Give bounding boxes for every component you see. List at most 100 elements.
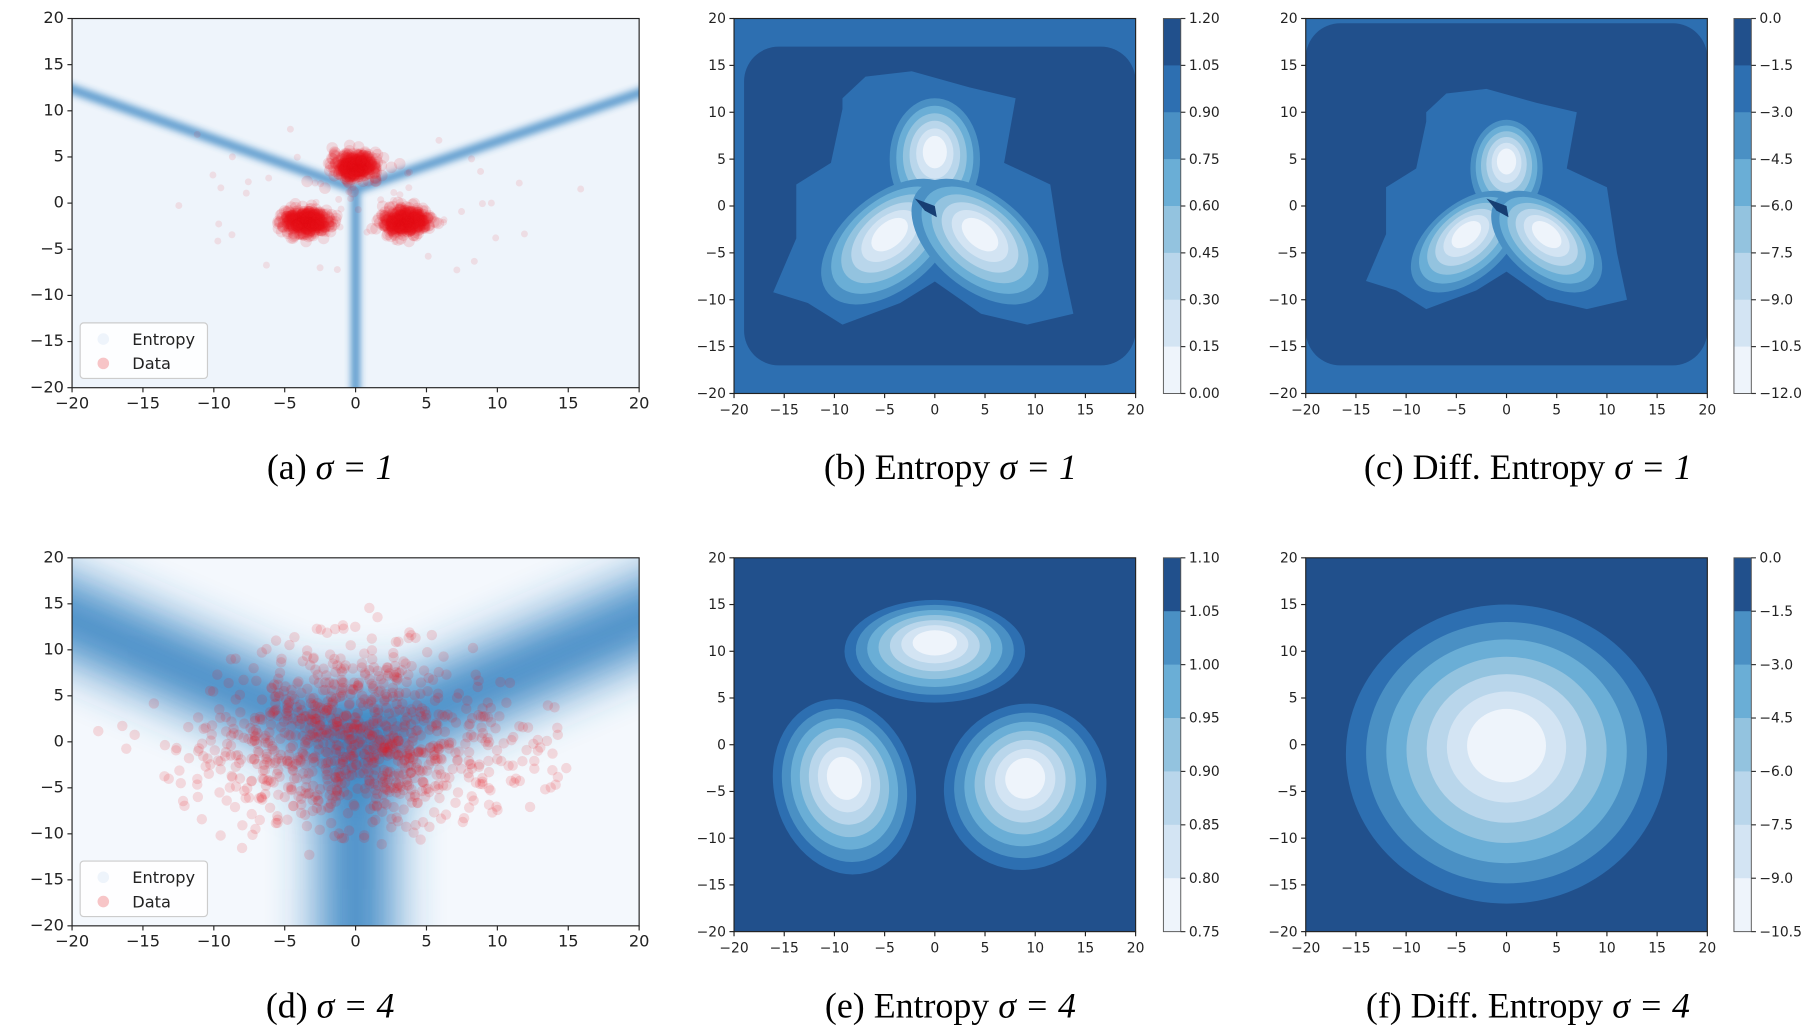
data-point (249, 712, 261, 724)
data-point (349, 156, 362, 169)
data-point (291, 214, 303, 227)
data-point (462, 732, 473, 743)
data-point (353, 165, 366, 177)
data-point (339, 163, 351, 176)
data-point (307, 225, 320, 238)
data-point (399, 204, 412, 216)
data-point (386, 225, 398, 237)
data-point (409, 219, 422, 232)
data-point (408, 217, 420, 230)
data-point (345, 150, 358, 163)
data-point (296, 220, 308, 233)
x-tick-label: −20 (719, 940, 748, 956)
data-point (392, 215, 404, 228)
data-point (396, 219, 409, 232)
data-point (352, 159, 365, 172)
contour-ridge-spot (1486, 198, 1509, 218)
data-point (307, 766, 318, 777)
data-point (296, 217, 308, 230)
data-point (382, 222, 395, 234)
data-point (361, 150, 373, 163)
data-point (418, 222, 431, 234)
data-point (387, 223, 400, 235)
data-point (289, 773, 300, 785)
data-point (400, 212, 413, 225)
data-point (281, 708, 292, 719)
data-point (343, 159, 356, 172)
data-point (402, 212, 414, 225)
data-point (290, 219, 303, 232)
data-point (305, 199, 318, 212)
data-point (334, 164, 347, 177)
data-point (175, 778, 186, 789)
data-point (293, 228, 306, 241)
data-point (295, 699, 306, 710)
data-point (433, 666, 444, 678)
data-point (340, 154, 353, 166)
data-point (357, 158, 370, 170)
data-point (369, 175, 382, 187)
colorbar-tick-label: 0.0 (1759, 11, 1781, 27)
data-point (463, 720, 474, 731)
data-point (355, 723, 366, 734)
data-point (376, 169, 388, 182)
data-point (524, 801, 536, 813)
data-point (365, 155, 378, 168)
data-point (401, 209, 413, 222)
data-point (399, 715, 411, 726)
data-point (340, 162, 353, 175)
data-point (93, 725, 104, 737)
data-point (422, 211, 435, 223)
caption-e: (e) Entropy σ = 4 (825, 985, 1076, 1025)
data-point (352, 707, 363, 719)
data-point (314, 222, 327, 234)
data-point (396, 209, 409, 222)
data-point (295, 214, 308, 226)
data-point (302, 220, 315, 232)
data-point (415, 208, 428, 220)
contour-minimum-center (1467, 708, 1547, 783)
y-tick-label: −5 (705, 784, 725, 800)
y-tick-label: −20 (1268, 924, 1297, 940)
data-point (287, 208, 300, 220)
data-point (398, 212, 411, 225)
data-point (409, 211, 422, 224)
data-point (394, 212, 407, 225)
data-point (412, 224, 424, 237)
data-point (382, 212, 395, 225)
data-point (301, 216, 313, 229)
data-point (314, 217, 326, 230)
data-point (390, 212, 402, 225)
data-point (312, 207, 324, 220)
data-point (428, 807, 440, 818)
data-point (355, 155, 368, 168)
data-point (356, 658, 368, 669)
data-point (491, 745, 503, 756)
data-point (295, 212, 308, 225)
data-point (351, 154, 364, 166)
data-point (368, 740, 379, 752)
y-tick-label: −5 (1277, 784, 1297, 800)
data-point (352, 165, 365, 177)
data-point (364, 719, 375, 731)
data-point (388, 217, 401, 230)
colorbar-band (1163, 718, 1181, 773)
data-point (238, 732, 249, 743)
data-point (273, 216, 286, 229)
data-point (532, 745, 544, 756)
data-point (348, 723, 359, 735)
data-point (345, 162, 357, 175)
data-point (328, 146, 341, 158)
data-point (415, 677, 427, 688)
data-point (355, 158, 367, 171)
data-point (358, 155, 370, 168)
data-point (295, 217, 307, 230)
data-point (393, 636, 404, 647)
data-point (394, 224, 407, 236)
data-point (291, 215, 303, 227)
data-point (406, 214, 419, 227)
data-point (338, 159, 351, 172)
data-point (402, 776, 413, 788)
y-tick-label: 20 (43, 547, 64, 566)
data-point (315, 720, 326, 731)
